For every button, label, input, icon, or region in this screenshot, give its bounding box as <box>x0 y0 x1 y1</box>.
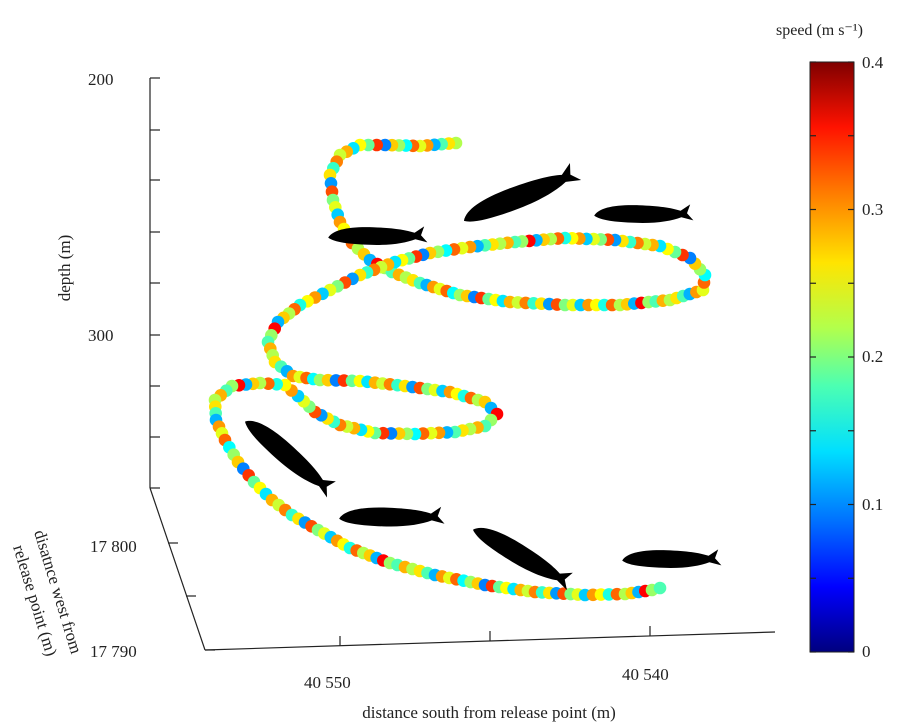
trajectory <box>208 136 712 602</box>
colorbar-title: speed (m s⁻¹) <box>776 22 863 39</box>
colorbar: speed (m s⁻¹) 0.4 0.3 0.2 0.1 0 <box>776 22 884 661</box>
y-axis-ticks <box>168 542 215 651</box>
y-tick-label-17800: 17 800 <box>90 537 137 556</box>
colorbar-tick-0.1: 0.1 <box>862 495 883 514</box>
y-axis-line <box>149 487 206 651</box>
z-axis-ticks <box>150 77 160 489</box>
colorbar-gradient <box>809 61 855 653</box>
fish-icon <box>458 161 583 230</box>
y-tick-label-17790: 17 790 <box>90 642 137 661</box>
fish-icon <box>622 549 722 568</box>
fish-icon <box>339 506 445 527</box>
trajectory-point <box>653 581 667 595</box>
x-axis-ticks <box>339 626 651 646</box>
colorbar-tick-0: 0 <box>862 642 871 661</box>
z-tick-label-200: 200 <box>88 70 114 89</box>
fish-icon <box>328 226 428 245</box>
axes: 200 300 17 800 17 790 40 550 40 540 dept… <box>9 70 776 722</box>
x-tick-label-40550: 40 550 <box>304 673 351 692</box>
z-tick-label-300: 300 <box>88 326 114 345</box>
colorbar-ticks <box>810 61 854 653</box>
z-axis-title: depth (m) <box>55 235 74 302</box>
colorbar-tick-0.2: 0.2 <box>862 347 883 366</box>
x-tick-label-40540: 40 540 <box>622 665 669 684</box>
colorbar-tick-0.3: 0.3 <box>862 200 883 219</box>
colorbar-tick-0.4: 0.4 <box>862 53 884 72</box>
fish-icon <box>594 204 694 223</box>
x-axis-title: distance south from release point (m) <box>362 703 616 722</box>
